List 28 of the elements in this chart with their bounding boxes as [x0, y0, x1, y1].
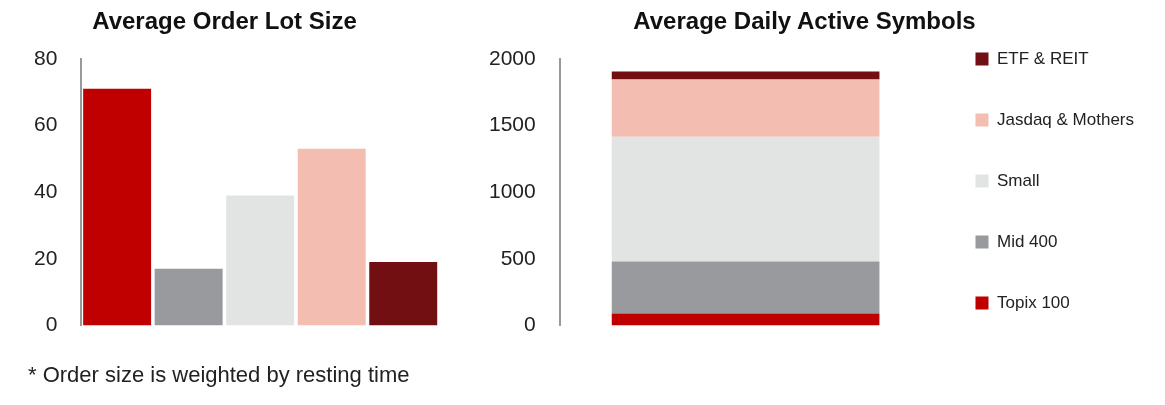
bar — [83, 88, 152, 326]
legend-label: Jasdaq & Mothers — [996, 109, 1134, 129]
bar — [297, 148, 366, 326]
legend-label: Small — [996, 170, 1040, 190]
legend-label: Topix 100 — [996, 292, 1070, 312]
legend-label: Mid 400 — [996, 231, 1058, 251]
y-tick-label: 40 — [34, 178, 58, 202]
text: * Order size is weighted by resting time — [27, 362, 411, 388]
bar — [611, 71, 880, 80]
y-tick-label: 0 — [524, 312, 536, 336]
y-tick-label: 500 — [500, 245, 536, 269]
legend-label: ETF & REIT — [996, 48, 1089, 68]
bar — [611, 136, 880, 262]
y-tick-label: 1500 — [489, 112, 536, 136]
y-tick-label: 60 — [34, 112, 58, 136]
chart-title: Average Daily Active Symbols — [633, 7, 976, 35]
bar — [154, 268, 223, 326]
y-tick-label: 0 — [45, 312, 58, 336]
chart-title: Average Order Lot Size — [92, 7, 357, 35]
y-tick-label: 2000 — [489, 45, 536, 69]
y-tick-label: 20 — [34, 245, 58, 269]
bar — [611, 261, 880, 314]
bar — [369, 262, 438, 326]
bar — [611, 79, 880, 137]
y-tick-label: 80 — [34, 45, 58, 69]
y-tick-label: 1000 — [489, 178, 536, 202]
bar — [226, 195, 295, 326]
bar — [611, 313, 880, 326]
